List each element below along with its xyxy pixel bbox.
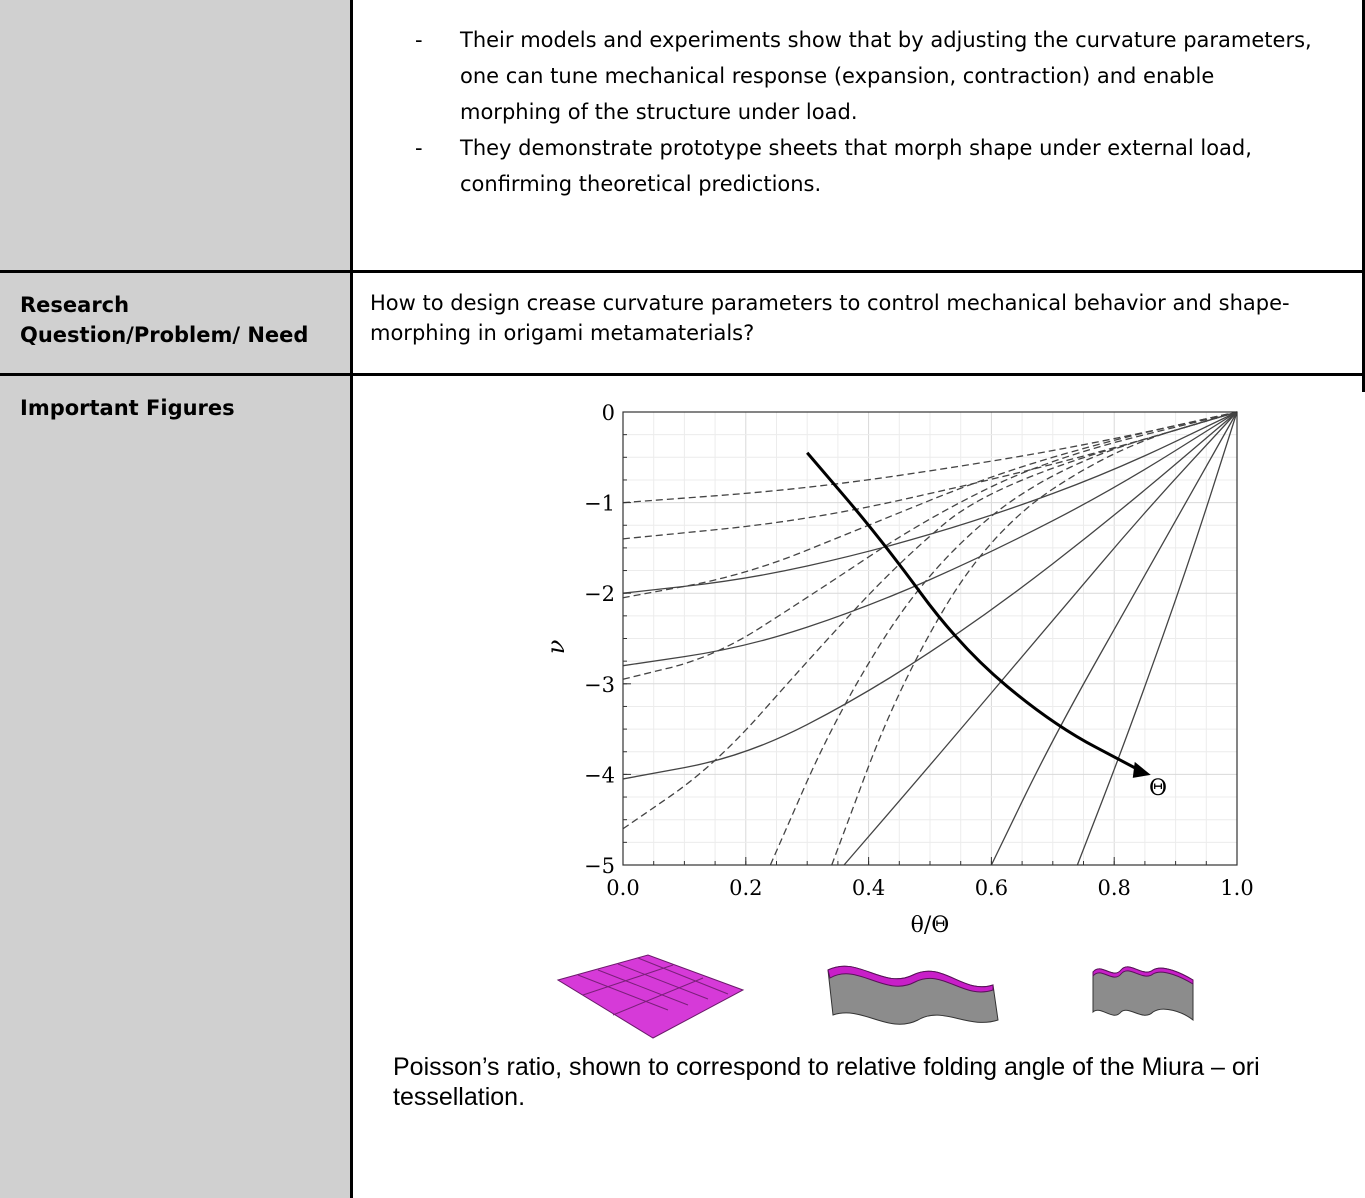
- x-tick-label: 0.0: [606, 876, 639, 900]
- solid-series-line: [622, 411, 1238, 780]
- row-divider-1: [0, 270, 1365, 273]
- label-column: [0, 0, 350, 1198]
- y-tick-label: −1: [584, 492, 615, 516]
- solid-series-line: [990, 411, 1238, 866]
- miura-ori-illustrations: [556, 954, 1194, 1039]
- x-tick-label: 0.2: [729, 876, 762, 900]
- y-tick-label: −5: [584, 854, 615, 878]
- solid-series-line: [622, 411, 1238, 667]
- poisson-ratio-chart: 0.0 0.2 0.4 0.6 0.8 1.0 0 −1 −2 −3 −4 −5 θ/Θ ν Θ: [542, 401, 1254, 938]
- y-tick-label: −4: [584, 763, 615, 787]
- bullet-text: They demonstrate prototype sheets that m…: [460, 136, 1252, 196]
- list-item: - Their models and experiments show that…: [415, 22, 1315, 130]
- arrow-head: [1132, 761, 1151, 778]
- dashed-series-line: [622, 411, 1238, 680]
- figure-caption: Poisson’s ratio, shown to correspond to …: [393, 1053, 1260, 1111]
- dashed-series-line: [622, 411, 1238, 830]
- x-tick-label: 0.8: [1097, 876, 1130, 900]
- research-question-text: How to design crease curvature parameter…: [370, 291, 1290, 345]
- important-figures-label: Important Figures: [20, 396, 235, 420]
- dashed-series-line: [769, 411, 1238, 866]
- theta-annotation: Θ: [1149, 776, 1167, 801]
- column-divider: [350, 0, 353, 1198]
- flat-sheet-illustration: [556, 954, 745, 1039]
- y-axis-label: ν: [542, 640, 570, 655]
- x-tick-label: 1.0: [1220, 876, 1253, 900]
- findings-list: - Their models and experiments show that…: [415, 22, 1315, 202]
- right-border: [1362, 0, 1365, 392]
- dashed-series-line: [622, 411, 1238, 504]
- x-tick-label: 0.4: [852, 876, 885, 900]
- y-tick-label: 0: [602, 401, 615, 425]
- chart-series: [622, 411, 1238, 866]
- list-item: - They demonstrate prototype sheets that…: [415, 130, 1315, 202]
- solid-series-line: [622, 411, 1238, 594]
- row-divider-2: [0, 373, 1365, 376]
- fully-folded-illustration: [1092, 966, 1194, 1022]
- y-tick-label: −3: [584, 673, 615, 697]
- chart-axes: 0.0 0.2 0.4 0.6 0.8 1.0 0 −1 −2 −3 −4 −5: [584, 401, 1254, 900]
- bullet-marker: -: [415, 28, 423, 52]
- dashed-series-line: [831, 411, 1238, 866]
- bullet-marker: -: [415, 136, 423, 160]
- solid-series-line: [1076, 411, 1238, 866]
- chart-grid: [622, 411, 1238, 866]
- dashed-series-line: [622, 411, 1238, 540]
- label-line: Research: [20, 293, 130, 317]
- trend-arrow: [806, 451, 1140, 772]
- x-tick-label: 0.6: [975, 876, 1008, 900]
- x-axis-label: θ/Θ: [911, 913, 950, 938]
- bullet-text: Their models and experiments show that b…: [460, 28, 1312, 124]
- partly-folded-illustration: [827, 965, 999, 1025]
- research-question-label: Research Question/Problem/ Need: [20, 290, 308, 350]
- label-line: Question/Problem/ Need: [20, 323, 309, 347]
- y-tick-label: −2: [584, 582, 615, 606]
